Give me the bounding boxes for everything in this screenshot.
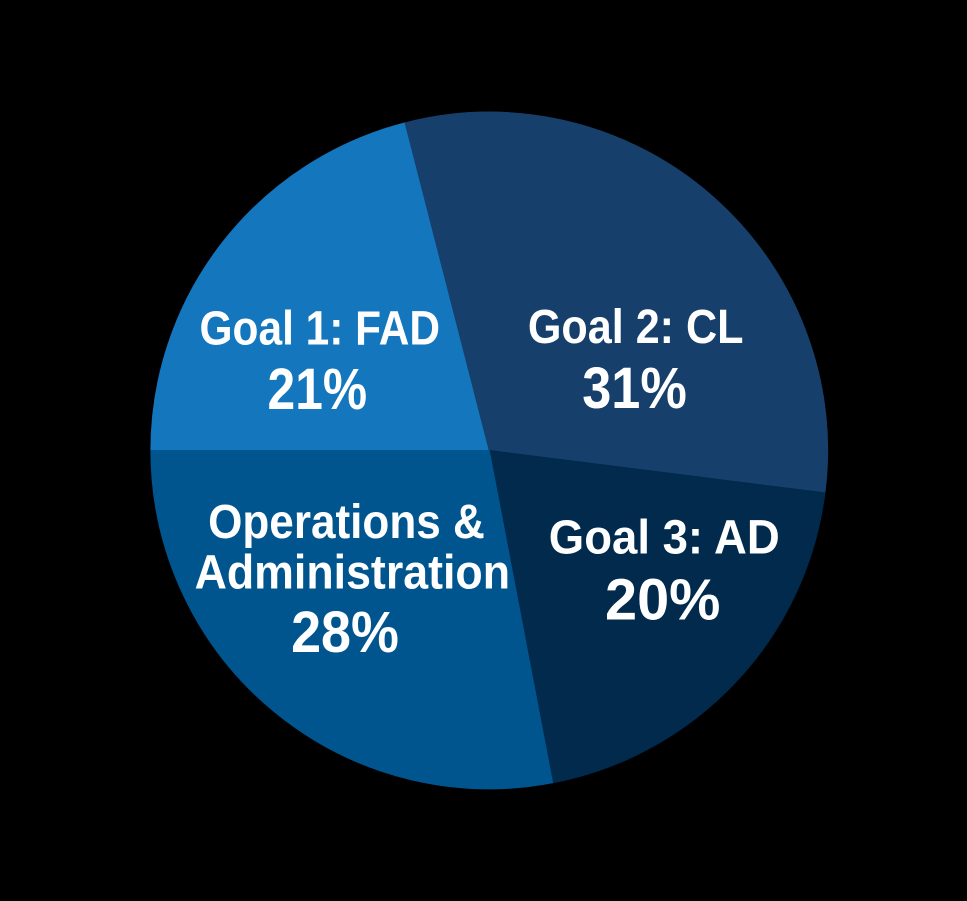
svg-text:31%: 31% bbox=[582, 356, 687, 421]
svg-text:20%: 20% bbox=[605, 568, 720, 633]
svg-text:Goal 1: FAD: Goal 1: FAD bbox=[200, 303, 441, 356]
svg-text:Goal 3: AD: Goal 3: AD bbox=[549, 511, 780, 564]
svg-text:21%: 21% bbox=[268, 357, 368, 422]
svg-text:28%: 28% bbox=[291, 600, 399, 665]
svg-text:Goal 2: CL: Goal 2: CL bbox=[528, 301, 744, 354]
svg-text:Operations &: Operations & bbox=[208, 496, 485, 549]
svg-text:Administration: Administration bbox=[195, 547, 510, 600]
